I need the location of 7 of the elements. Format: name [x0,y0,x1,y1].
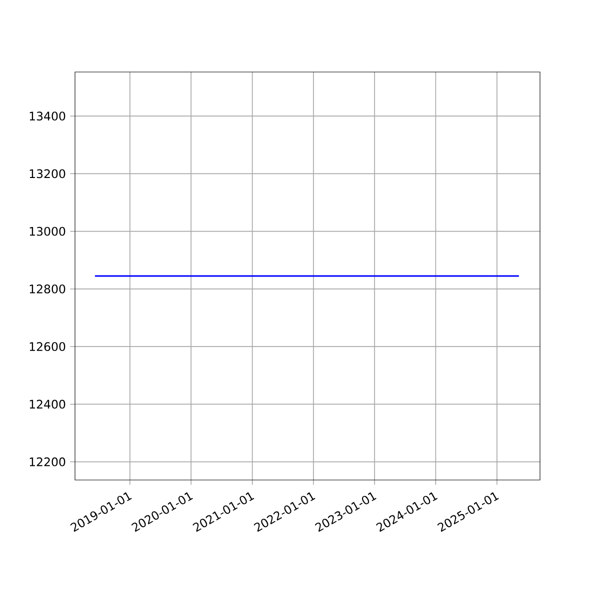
y-tick-label: 12400 [30,400,66,409]
y-tick-label: 13200 [30,169,66,178]
y-tick-label: 12600 [30,342,66,352]
y-tick-label: 13400 [30,112,66,121]
y-tick-label: 13000 [30,226,66,236]
y-tick-label: 12800 [30,284,66,294]
y-tick-label: 12200 [30,457,66,466]
